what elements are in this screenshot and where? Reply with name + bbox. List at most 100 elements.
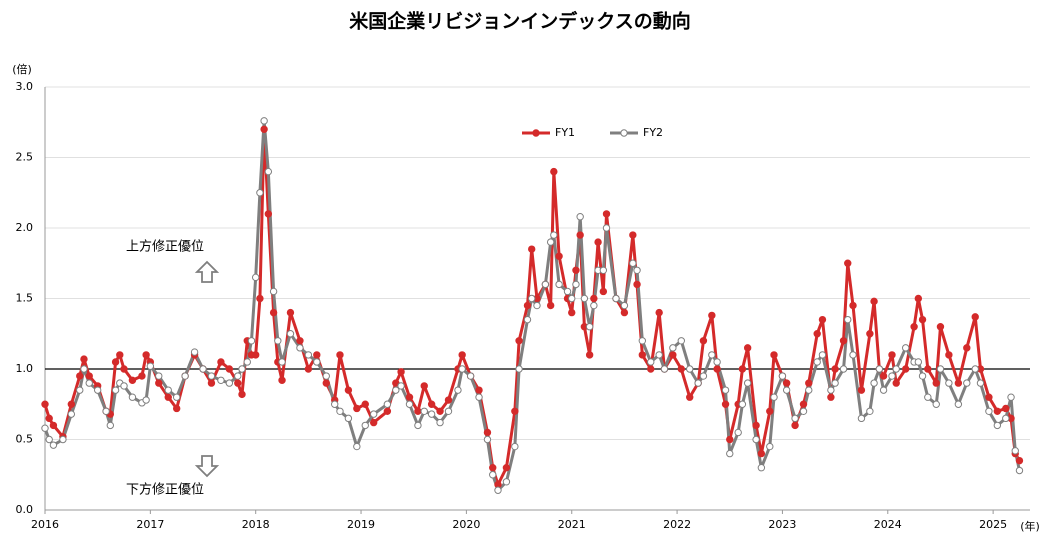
point bbox=[563, 287, 572, 296]
point bbox=[454, 386, 462, 394]
point bbox=[274, 337, 282, 345]
point bbox=[993, 407, 1002, 415]
point bbox=[528, 245, 536, 253]
y-tick-label: 1.5 bbox=[16, 292, 34, 305]
point bbox=[523, 315, 532, 324]
point bbox=[576, 213, 584, 221]
point bbox=[286, 308, 295, 317]
legend-marker bbox=[532, 129, 540, 137]
point bbox=[870, 379, 878, 387]
point bbox=[313, 358, 321, 366]
point bbox=[770, 393, 778, 401]
point bbox=[102, 407, 110, 415]
point bbox=[844, 259, 852, 267]
y-tick-label: 2.0 bbox=[16, 221, 34, 234]
point bbox=[45, 435, 53, 444]
down-arrow bbox=[194, 455, 220, 478]
point bbox=[818, 351, 827, 359]
point bbox=[572, 266, 580, 274]
point bbox=[954, 379, 963, 387]
point bbox=[361, 400, 369, 408]
point bbox=[738, 400, 747, 408]
point bbox=[839, 365, 848, 373]
point bbox=[427, 410, 436, 418]
point bbox=[256, 189, 264, 197]
point bbox=[420, 382, 428, 390]
point bbox=[813, 358, 821, 366]
point bbox=[599, 266, 608, 274]
point bbox=[264, 210, 273, 218]
point bbox=[669, 351, 677, 359]
point bbox=[888, 372, 896, 380]
point bbox=[322, 379, 330, 387]
point bbox=[155, 379, 163, 387]
point bbox=[686, 393, 694, 401]
point bbox=[128, 393, 137, 401]
point bbox=[444, 396, 453, 404]
point bbox=[757, 464, 766, 472]
point bbox=[397, 368, 405, 376]
point bbox=[713, 358, 721, 366]
point bbox=[181, 372, 189, 380]
point bbox=[766, 442, 774, 451]
point bbox=[655, 351, 663, 359]
point bbox=[879, 386, 888, 394]
point bbox=[269, 308, 278, 317]
point bbox=[138, 372, 146, 380]
y-tick-label: 2.5 bbox=[16, 151, 34, 164]
point bbox=[264, 167, 273, 176]
point bbox=[45, 414, 53, 423]
point bbox=[494, 486, 502, 494]
point bbox=[699, 337, 708, 345]
point bbox=[1015, 456, 1024, 465]
legend-label: FY1 bbox=[555, 126, 575, 139]
point bbox=[918, 372, 927, 380]
point bbox=[699, 372, 708, 380]
point bbox=[901, 365, 910, 373]
point bbox=[708, 311, 716, 320]
point bbox=[533, 301, 541, 310]
point bbox=[172, 404, 181, 413]
point bbox=[234, 372, 242, 380]
chart-title: 米国企業リビジョンインデックスの動向 bbox=[349, 10, 690, 33]
point bbox=[1011, 447, 1019, 455]
point bbox=[857, 386, 866, 394]
point bbox=[713, 365, 721, 373]
point bbox=[580, 294, 589, 303]
point bbox=[436, 418, 444, 427]
point bbox=[849, 351, 857, 359]
point bbox=[799, 407, 808, 415]
point bbox=[93, 386, 102, 394]
point bbox=[550, 167, 558, 176]
legend-marker bbox=[620, 129, 628, 137]
point bbox=[322, 372, 330, 380]
point bbox=[344, 386, 353, 394]
point bbox=[629, 231, 637, 239]
point bbox=[475, 393, 483, 401]
point bbox=[1015, 466, 1024, 475]
point bbox=[708, 351, 716, 359]
point bbox=[523, 301, 532, 310]
point bbox=[888, 351, 896, 359]
point bbox=[734, 428, 742, 437]
point bbox=[590, 294, 598, 303]
point bbox=[313, 351, 321, 359]
point bbox=[550, 231, 558, 239]
point bbox=[436, 407, 444, 415]
point bbox=[164, 393, 172, 401]
point bbox=[251, 273, 260, 282]
point bbox=[971, 313, 979, 321]
point bbox=[932, 379, 940, 387]
point bbox=[296, 337, 304, 345]
point bbox=[985, 393, 993, 401]
point bbox=[41, 400, 49, 408]
point bbox=[344, 414, 353, 423]
point bbox=[602, 210, 611, 218]
point bbox=[770, 351, 778, 359]
point bbox=[791, 421, 799, 430]
point bbox=[910, 323, 918, 331]
point bbox=[361, 421, 369, 430]
point bbox=[85, 372, 93, 380]
point bbox=[660, 365, 669, 373]
point bbox=[541, 280, 550, 289]
